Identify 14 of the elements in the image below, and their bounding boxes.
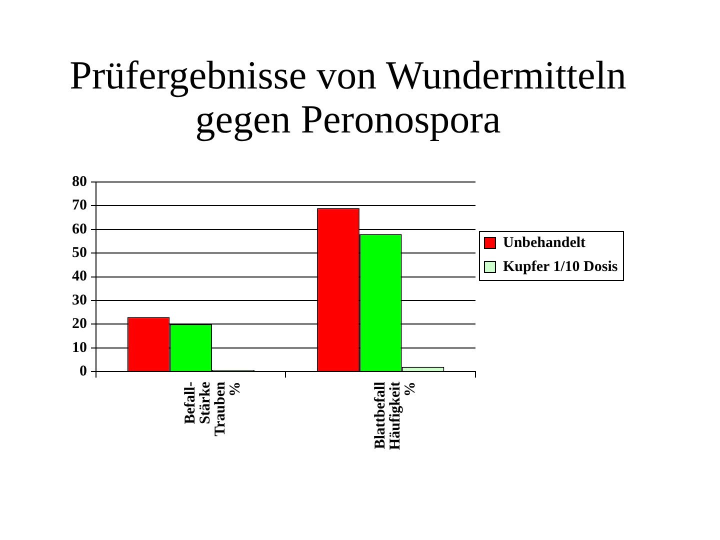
x-tick-label: Befall- Stärke Trauben % [182, 381, 244, 436]
y-tick-label: 20 [72, 316, 87, 332]
y-tick-label: 60 [72, 221, 87, 238]
legend-label: Kupfer 1/10 Dosis [502, 258, 618, 275]
y-tick-label: 50 [72, 245, 87, 261]
chart-title: Prüfergebnisse von Wundermitteln gegen Peronospora [70, 52, 626, 142]
y-tick-label: 10 [72, 340, 87, 356]
y-tick-label: 0 [80, 364, 87, 380]
y-tick-label: 30 [72, 292, 87, 308]
y-tick-label: 40 [72, 268, 87, 285]
y-tick-label: 80 [72, 174, 87, 190]
legend-label: Unbehandelt [502, 234, 586, 251]
y-tick-label: 70 [72, 198, 87, 214]
x-tick-label: Blattbefall Häufigkeit % [372, 382, 418, 450]
